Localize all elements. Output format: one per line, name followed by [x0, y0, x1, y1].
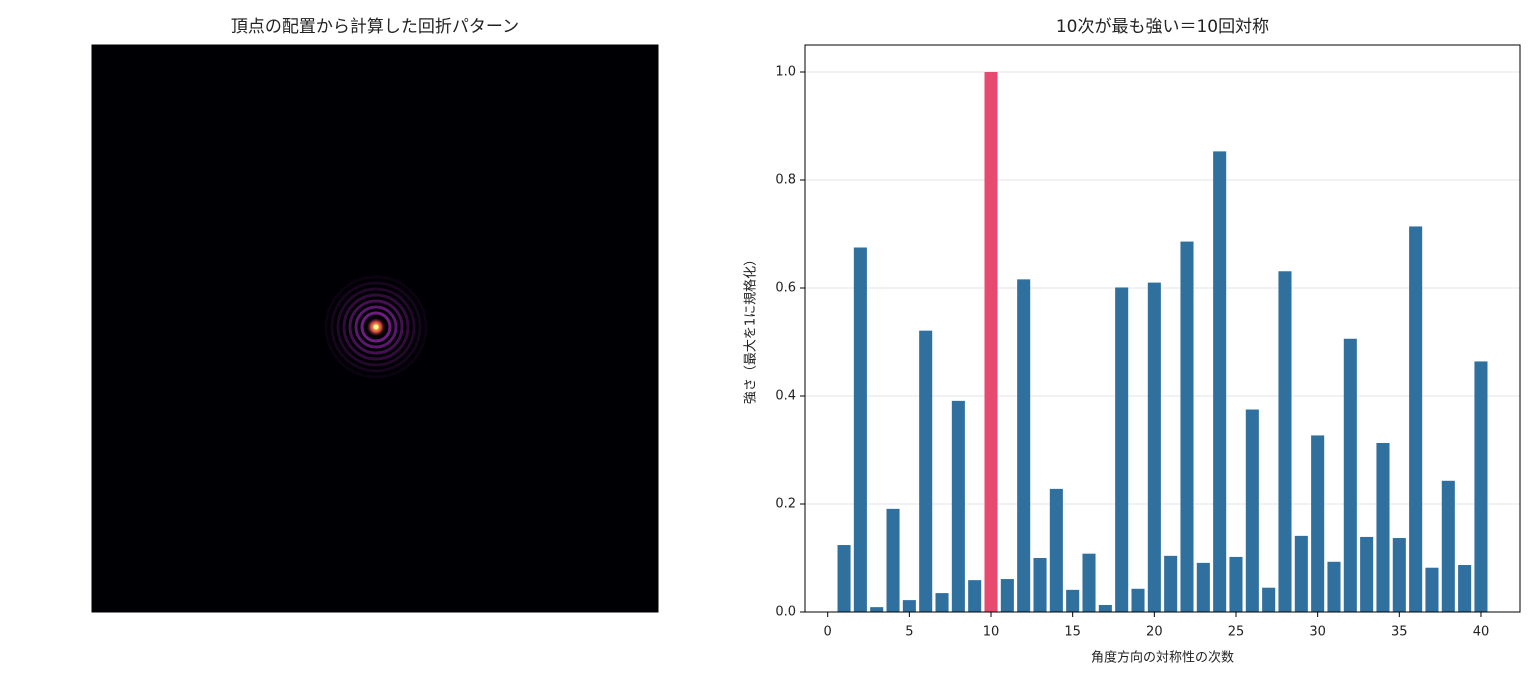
- bar: [1392, 538, 1406, 612]
- bar: [1213, 151, 1227, 612]
- bar: [1196, 562, 1210, 612]
- chart-title: 頂点の配置から計算した回折パターン: [231, 17, 519, 37]
- bar: [1425, 567, 1439, 612]
- x-axis-label: 角度方向の対称性の次数: [1091, 650, 1234, 666]
- bar: [1180, 241, 1194, 612]
- bar: [1066, 589, 1080, 612]
- bar: [902, 600, 916, 612]
- bar: [1131, 588, 1145, 612]
- diffraction-center: [373, 324, 379, 330]
- y-axis-label: 強さ（最大を1に規格化）: [743, 253, 759, 404]
- bar: [1409, 226, 1423, 612]
- bar: [1245, 409, 1259, 612]
- x-tick-label: 35: [1391, 625, 1408, 640]
- bar: [935, 593, 949, 612]
- bar: [919, 330, 933, 612]
- bar: [1311, 435, 1325, 612]
- y-tick-label: 0.6: [775, 281, 796, 296]
- bar: [984, 72, 998, 612]
- bar: [1376, 442, 1390, 612]
- bar: [1360, 536, 1374, 612]
- diffraction-ring: [360, 311, 392, 343]
- x-tick-label: 40: [1473, 625, 1490, 640]
- y-tick-label: 0.0: [775, 605, 796, 620]
- bar: [968, 580, 982, 612]
- bar: [1164, 555, 1178, 612]
- bar: [1327, 561, 1341, 612]
- bar: [1474, 361, 1488, 612]
- x-tick-label: 10: [983, 625, 1000, 640]
- bar: [886, 508, 900, 612]
- x-tick-label: 0: [824, 625, 832, 640]
- x-tick-label: 30: [1309, 625, 1326, 640]
- bar: [1049, 488, 1063, 612]
- diffraction-ring: [342, 293, 410, 361]
- bar: [837, 545, 851, 612]
- bar: [870, 607, 884, 612]
- y-tick-label: 1.0: [775, 65, 796, 80]
- bar: [1294, 535, 1308, 612]
- bar: [1458, 565, 1472, 612]
- bar: [853, 247, 867, 612]
- chart-title: 10次が最も強い＝10回対称: [1056, 17, 1269, 37]
- x-tick-label: 15: [1064, 625, 1081, 640]
- bar: [951, 400, 965, 612]
- x-tick-label: 5: [905, 625, 913, 640]
- diffraction-ring: [330, 281, 422, 373]
- diffraction-ring: [336, 287, 416, 367]
- y-tick-label: 0.2: [775, 497, 796, 512]
- x-tick-label: 20: [1146, 625, 1163, 640]
- diffraction-ring: [348, 299, 404, 355]
- diffraction-ring: [324, 275, 428, 379]
- y-tick-label: 0.8: [775, 173, 796, 188]
- axes-frame: [804, 44, 1521, 613]
- bar: [1098, 604, 1112, 612]
- diffraction-ring: [354, 305, 398, 349]
- y-tick-label: 0.4: [775, 389, 796, 404]
- bar: [1033, 558, 1047, 612]
- bar: [1082, 553, 1096, 612]
- bar: [1229, 556, 1243, 612]
- bar: [1115, 287, 1129, 612]
- x-tick-label: 25: [1228, 625, 1245, 640]
- bar: [1441, 480, 1455, 612]
- bar: [1343, 338, 1357, 612]
- bar: [1017, 279, 1031, 612]
- bar: [1262, 587, 1276, 612]
- bar: [1000, 579, 1014, 612]
- bar: [1147, 282, 1161, 612]
- bar: [1278, 271, 1292, 612]
